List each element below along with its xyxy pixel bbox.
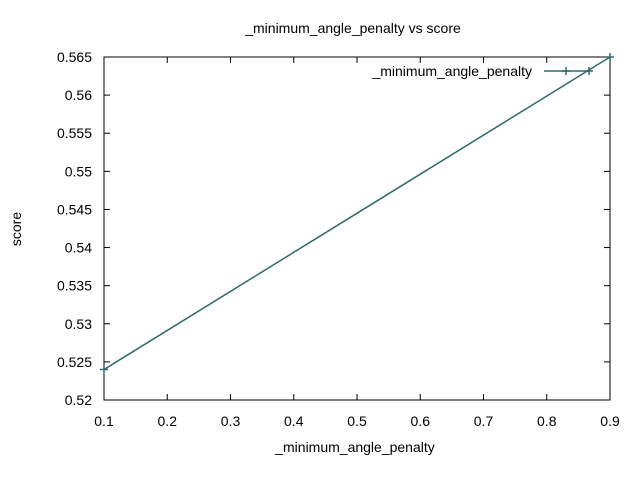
series-layer [100,53,614,374]
x-tick-label: 0.7 [474,413,494,429]
x-axis: 0.1 0.2 0.3 0.4 0.5 0.6 0.7 0.8 0.9 [94,57,620,429]
legend-label: _minimum_angle_penalty [371,63,532,79]
series-line [103,56,611,371]
x-axis-label: _minimum_angle_penalty [274,439,435,455]
legend-marker [562,67,570,75]
y-tick-label: 0.525 [57,354,92,370]
y-tick-label: 0.52 [65,392,92,408]
y-tick-label: 0.545 [57,201,92,217]
y-tick-label: 0.555 [57,125,92,141]
x-tick-label: 0.5 [347,413,367,429]
x-tick-label: 0.8 [537,413,557,429]
chart-title: _minimum_angle_penalty vs score [244,20,461,36]
data-point [606,53,614,61]
y-tick-label: 0.565 [57,49,92,65]
legend-marker [585,67,593,75]
y-tick-label: 0.535 [57,278,92,294]
y-tick-label: 0.54 [65,240,92,256]
x-tick-label: 0.9 [600,413,620,429]
y-axis-label: score [8,212,24,246]
y-axis: 0.52 0.525 0.53 0.535 0.54 0.545 0.55 0.555 0.56… [57,49,610,408]
y-tick-label: 0.53 [65,316,92,332]
x-tick-label: 0.3 [221,413,241,429]
plot-frame [103,56,611,401]
x-tick-label: 0.4 [284,413,304,429]
legend: _minimum_angle_penalty [371,63,593,79]
x-tick-label: 0.1 [94,413,114,429]
y-tick-label: 0.56 [65,87,92,103]
x-tick-label: 0.2 [158,413,178,429]
x-tick-label: 0.6 [411,413,431,429]
data-point [100,365,108,374]
y-tick-label: 0.55 [65,163,92,179]
